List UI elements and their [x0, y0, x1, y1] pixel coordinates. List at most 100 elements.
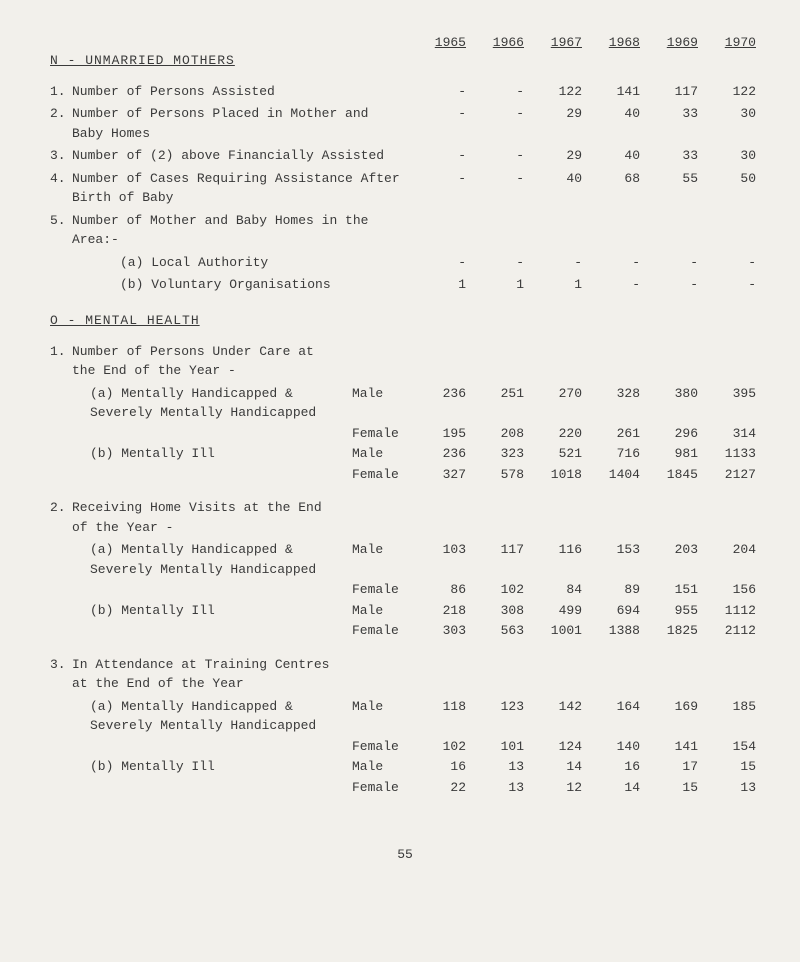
sex-label: Male — [352, 444, 412, 464]
value-cell: - — [470, 82, 528, 102]
table-row: (a) Local Authority------ — [50, 253, 760, 273]
value-cell: - — [702, 253, 760, 273]
value-cell: 86 — [412, 580, 470, 600]
value-cell: 14 — [528, 757, 586, 777]
value-cell: 578 — [470, 465, 528, 485]
item-label: (a) Mentally Handicapped & Severely Ment… — [72, 697, 352, 736]
value-cell: 40 — [586, 146, 644, 166]
value-columns: --122141117122 — [412, 82, 760, 102]
table-row: 1.Number of Persons Assisted--1221411171… — [50, 82, 760, 102]
table-row: (b) Voluntary Organisations111--- — [50, 275, 760, 295]
sub-label: (a) Local Authority — [72, 253, 412, 273]
item-row-female: Female221312141513 — [50, 778, 760, 798]
value-cell: 117 — [470, 540, 528, 560]
value-columns: 111--- — [412, 275, 760, 295]
row-number: 1. — [50, 82, 72, 102]
document-page: N - UNMARRIED MOTHERS 1965 1966 1967 196… — [0, 0, 800, 882]
row-number: 4. — [50, 169, 72, 189]
value-cell: 2112 — [702, 621, 760, 641]
value-cell: 1388 — [586, 621, 644, 641]
value-cell: 308 — [470, 601, 528, 621]
value-cell: 303 — [412, 621, 470, 641]
value-cell: 563 — [470, 621, 528, 641]
value-cell: 123 — [470, 697, 528, 717]
value-cell: 1845 — [644, 465, 702, 485]
value-cell: 103 — [412, 540, 470, 560]
item-row-male: (b) Mentally IllMale161314161715 — [50, 757, 760, 777]
value-cell: 17 — [644, 757, 702, 777]
year-col: 1970 — [702, 33, 760, 53]
value-cell: 84 — [528, 580, 586, 600]
value-columns: 861028489151156 — [412, 580, 760, 600]
value-columns: --29403330 — [412, 146, 760, 166]
value-cell: 236 — [412, 384, 470, 404]
item-row-female: Female3275781018140418452127 — [50, 465, 760, 485]
sex-label: Female — [352, 465, 412, 485]
value-columns: 236251270328380395 — [412, 384, 760, 404]
value-cell: 1 — [470, 275, 528, 295]
item-row-male: (a) Mentally Handicapped & Severely Ment… — [50, 540, 760, 579]
value-cell: 13 — [470, 757, 528, 777]
value-cell: 29 — [528, 146, 586, 166]
value-cell: 716 — [586, 444, 644, 464]
value-cell: - — [412, 82, 470, 102]
value-cell: 955 — [644, 601, 702, 621]
row-label: Number of (2) above Financially Assisted — [72, 146, 412, 166]
value-cell: - — [412, 169, 470, 189]
sex-label: Male — [352, 697, 412, 717]
value-columns: --40685550 — [412, 169, 760, 189]
value-columns: 118123142164169185 — [412, 697, 760, 717]
value-columns: 2363235217169811133 — [412, 444, 760, 464]
value-cell: - — [470, 253, 528, 273]
value-cell: 140 — [586, 737, 644, 757]
value-cell: 116 — [528, 540, 586, 560]
year-col: 1968 — [586, 33, 644, 53]
value-cell: 499 — [528, 601, 586, 621]
value-cell: 14 — [586, 778, 644, 798]
item-row-male: (a) Mentally Handicapped & Severely Ment… — [50, 697, 760, 736]
section-o-body: 1.Number of Persons Under Care at the En… — [50, 342, 760, 798]
table-row: 2.Number of Persons Placed in Mother and… — [50, 104, 760, 143]
sex-label: Male — [352, 757, 412, 777]
value-cell: 13 — [702, 778, 760, 798]
value-cell: 694 — [586, 601, 644, 621]
section-n-header: N - UNMARRIED MOTHERS 1965 1966 1967 196… — [50, 33, 760, 79]
item-row-male: (b) Mentally IllMale2183084996949551112 — [50, 601, 760, 621]
group-title: Receiving Home Visits at the End of the … — [72, 498, 352, 537]
value-cell: 981 — [644, 444, 702, 464]
value-columns: 3275781018140418452127 — [412, 465, 760, 485]
value-cell: 1825 — [644, 621, 702, 641]
table-row: 3.Number of (2) above Financially Assist… — [50, 146, 760, 166]
value-cell: 220 — [528, 424, 586, 444]
value-cell: 117 — [644, 82, 702, 102]
value-cell: 185 — [702, 697, 760, 717]
value-cell: 395 — [702, 384, 760, 404]
item-row-female: Female3035631001138818252112 — [50, 621, 760, 641]
group-title-row: 3.In Attendance at Training Centres at t… — [50, 655, 760, 694]
sex-label: Female — [352, 424, 412, 444]
value-cell: - — [644, 253, 702, 273]
value-cell: 2127 — [702, 465, 760, 485]
value-cell: 40 — [586, 104, 644, 124]
item-label: (b) Mentally Ill — [72, 757, 352, 777]
value-cell: 30 — [702, 104, 760, 124]
value-cell: - — [586, 253, 644, 273]
year-col: 1969 — [644, 33, 702, 53]
value-cell: 1 — [528, 275, 586, 295]
sex-label: Female — [352, 621, 412, 641]
value-cell: 15 — [702, 757, 760, 777]
value-cell: 142 — [528, 697, 586, 717]
group-title: Number of Persons Under Care at the End … — [72, 342, 352, 381]
value-cell: 12 — [528, 778, 586, 798]
value-cell: 195 — [412, 424, 470, 444]
year-col: 1967 — [528, 33, 586, 53]
value-cell: 521 — [528, 444, 586, 464]
value-cell: 89 — [586, 580, 644, 600]
value-cell: 1133 — [702, 444, 760, 464]
group-title: In Attendance at Training Centres at the… — [72, 655, 352, 694]
item-row-female: Female861028489151156 — [50, 580, 760, 600]
item-row-male: (b) Mentally IllMale2363235217169811133 — [50, 444, 760, 464]
value-cell: 16 — [586, 757, 644, 777]
row-label: Number of Persons Assisted — [72, 82, 412, 102]
value-cell: 203 — [644, 540, 702, 560]
